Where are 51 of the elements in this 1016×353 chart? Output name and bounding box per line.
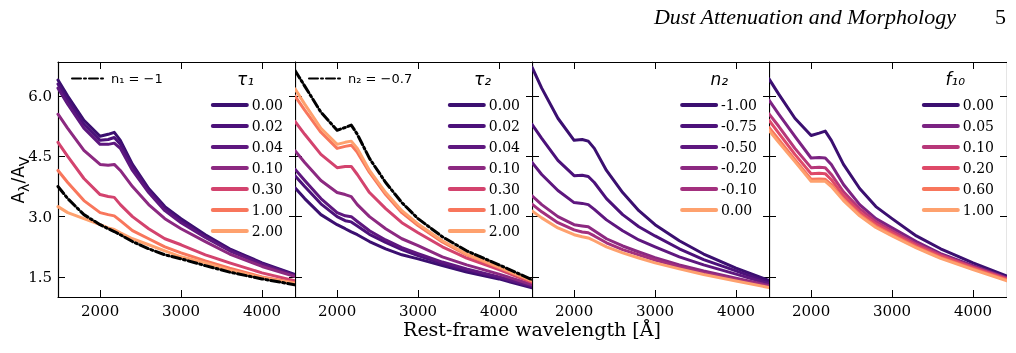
y-tick-label: 1.5 [28,267,52,286]
legend-label: 0.02 [251,118,283,134]
legend-label: -0.50 [721,139,757,155]
x-tick-label: 2000 [318,301,357,320]
legend-label: 0.00 [251,97,283,113]
legend-label: 0.04 [251,139,284,155]
legend-label: 0.10 [251,160,283,176]
legend-label: 0.30 [251,181,283,197]
legend-label: -0.20 [721,160,757,176]
legend-label: 0.02 [488,118,520,134]
x-axis-title: Rest-frame wavelength [Å] [403,318,661,340]
x-tick-label: 4000 [716,301,756,320]
x-tick-label: 4000 [953,301,993,320]
legend-label: 0.20 [962,160,994,176]
legend-label: 0.05 [962,118,994,134]
x-tick-label: 4000 [479,301,519,320]
x-tick-label: 2000 [792,301,831,320]
x-tick-label: 3000 [161,301,201,320]
x-tick-label: 2000 [81,301,120,320]
legend-label: 2.00 [251,223,283,239]
legend-label: -0.75 [721,118,757,134]
legend-label: 0.00 [488,97,520,113]
legend-label: 0.30 [488,181,520,197]
y-tick-label: 3.0 [28,207,52,226]
legend-label: -0.10 [721,181,757,197]
x-tick-label: 4000 [242,301,282,320]
legend-label: 1.00 [251,202,283,218]
x-tick-label: 2000 [555,301,594,320]
y-tick-label: 4.5 [28,147,52,166]
legend-label: 0.00 [962,97,994,113]
legend-label: 0.10 [962,139,994,155]
legend-title: n₂ [710,68,729,89]
x-tick-label: 3000 [872,301,912,320]
legend-title: τ₁ [236,68,255,89]
legend-title: τ₂ [473,68,492,89]
legend-label: 0.04 [488,139,521,155]
text: 5 [995,4,1006,30]
legend-label: 1.00 [962,202,994,218]
legend-label: -1.00 [721,97,757,113]
legend-title: f₁₀ [945,68,966,89]
x-tick-label: 3000 [398,301,438,320]
legend-label: 0.00 [721,202,753,218]
legend-label: 0.10 [488,160,520,176]
x-tick-label: 3000 [635,301,675,320]
legend-label: 2.00 [488,223,520,239]
legend-label: 0.60 [962,181,994,197]
chart-title: Dust Attenuation and Morphology [653,4,956,30]
y-tick-label: 6.0 [28,87,52,106]
legend-label: n₂ = −0.7 [348,71,413,86]
legend-label: n₁ = −1 [111,71,163,86]
legend-label: 1.00 [488,202,520,218]
